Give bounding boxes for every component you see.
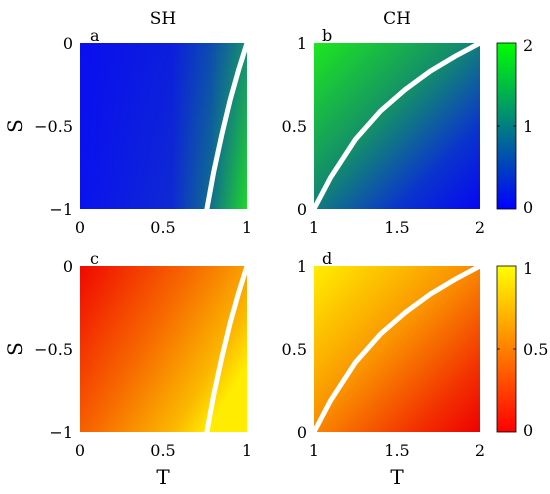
panel-a-label: a bbox=[90, 26, 100, 45]
panel-c-boundary-curve bbox=[204, 263, 250, 435]
panel-b-boundary-curve bbox=[311, 40, 483, 212]
panel-b-xtick: 2 bbox=[475, 218, 485, 237]
panel-c-xtick: 0.5 bbox=[150, 441, 175, 460]
panel-d-ytick: 1 bbox=[297, 257, 307, 276]
panel-c-xlabel: T bbox=[156, 465, 170, 489]
panel-b-heatmap bbox=[314, 43, 480, 209]
colorbar-2-tick: 1 bbox=[523, 259, 533, 278]
panel-a-heatmap-shade bbox=[80, 43, 247, 209]
panel-a: a 0 −0.5 −1 0 0.5 1 S bbox=[3, 26, 252, 237]
panel-c-xtick: 1 bbox=[242, 441, 252, 460]
colorbar-1-tick: 0 bbox=[523, 198, 533, 217]
panel-d-xlabel: T bbox=[390, 465, 404, 489]
panel-c-ylabel: S bbox=[3, 342, 27, 356]
panel-c-heatmap bbox=[80, 266, 247, 432]
colorbar-2-tick: 0.5 bbox=[523, 340, 548, 359]
panel-b-label: b bbox=[322, 26, 332, 45]
panel-a-xtick: 0 bbox=[75, 218, 85, 237]
panel-c-ytick: −0.5 bbox=[34, 340, 73, 359]
panel-c: c 0 −0.5 −1 0 0.5 1 T S bbox=[3, 249, 252, 489]
panel-a-xtick: 0.5 bbox=[150, 218, 175, 237]
colorbar-1-tick: 1 bbox=[523, 117, 533, 136]
colorbar-2-tick: 0 bbox=[523, 421, 533, 440]
panel-a-ytick: −0.5 bbox=[34, 117, 73, 136]
panel-b-ytick: 0.5 bbox=[282, 117, 307, 136]
panel-d: d 1 0.5 0 1 1.5 2 T 1 0.5 0 bbox=[282, 249, 549, 489]
panel-d-label: d bbox=[322, 249, 332, 268]
panel-a-boundary-curve bbox=[204, 40, 250, 212]
panel-b-xtick: 1 bbox=[309, 218, 319, 237]
panel-c-ytick: 0 bbox=[63, 257, 73, 276]
panel-a-ytick: −1 bbox=[49, 200, 73, 219]
column-title-sh: SH bbox=[150, 9, 176, 29]
panel-b: b 1 0.5 0 1 1.5 2 2 1 0 bbox=[282, 26, 534, 237]
panel-a-xtick: 1 bbox=[242, 218, 252, 237]
panel-d-heatmap bbox=[314, 266, 480, 432]
panel-b-ytick: 1 bbox=[297, 34, 307, 53]
panel-b-ytick: 0 bbox=[297, 200, 307, 219]
panel-a-ylabel: S bbox=[3, 119, 27, 133]
panel-d-ytick: 0 bbox=[297, 423, 307, 442]
colorbar-1-tick: 2 bbox=[523, 36, 533, 55]
panel-c-xtick: 0 bbox=[75, 441, 85, 460]
column-title-ch: CH bbox=[383, 9, 411, 29]
panel-b-xtick: 1.5 bbox=[384, 218, 409, 237]
panel-d-xtick: 1.5 bbox=[384, 441, 409, 460]
panel-d-boundary-curve bbox=[311, 263, 483, 435]
panel-d-xtick: 1 bbox=[309, 441, 319, 460]
panel-a-ytick: 0 bbox=[63, 34, 73, 53]
panel-c-ytick: −1 bbox=[49, 423, 73, 442]
panel-d-ytick: 0.5 bbox=[282, 340, 307, 359]
panel-d-xtick: 2 bbox=[475, 441, 485, 460]
panel-c-label: c bbox=[90, 249, 99, 268]
